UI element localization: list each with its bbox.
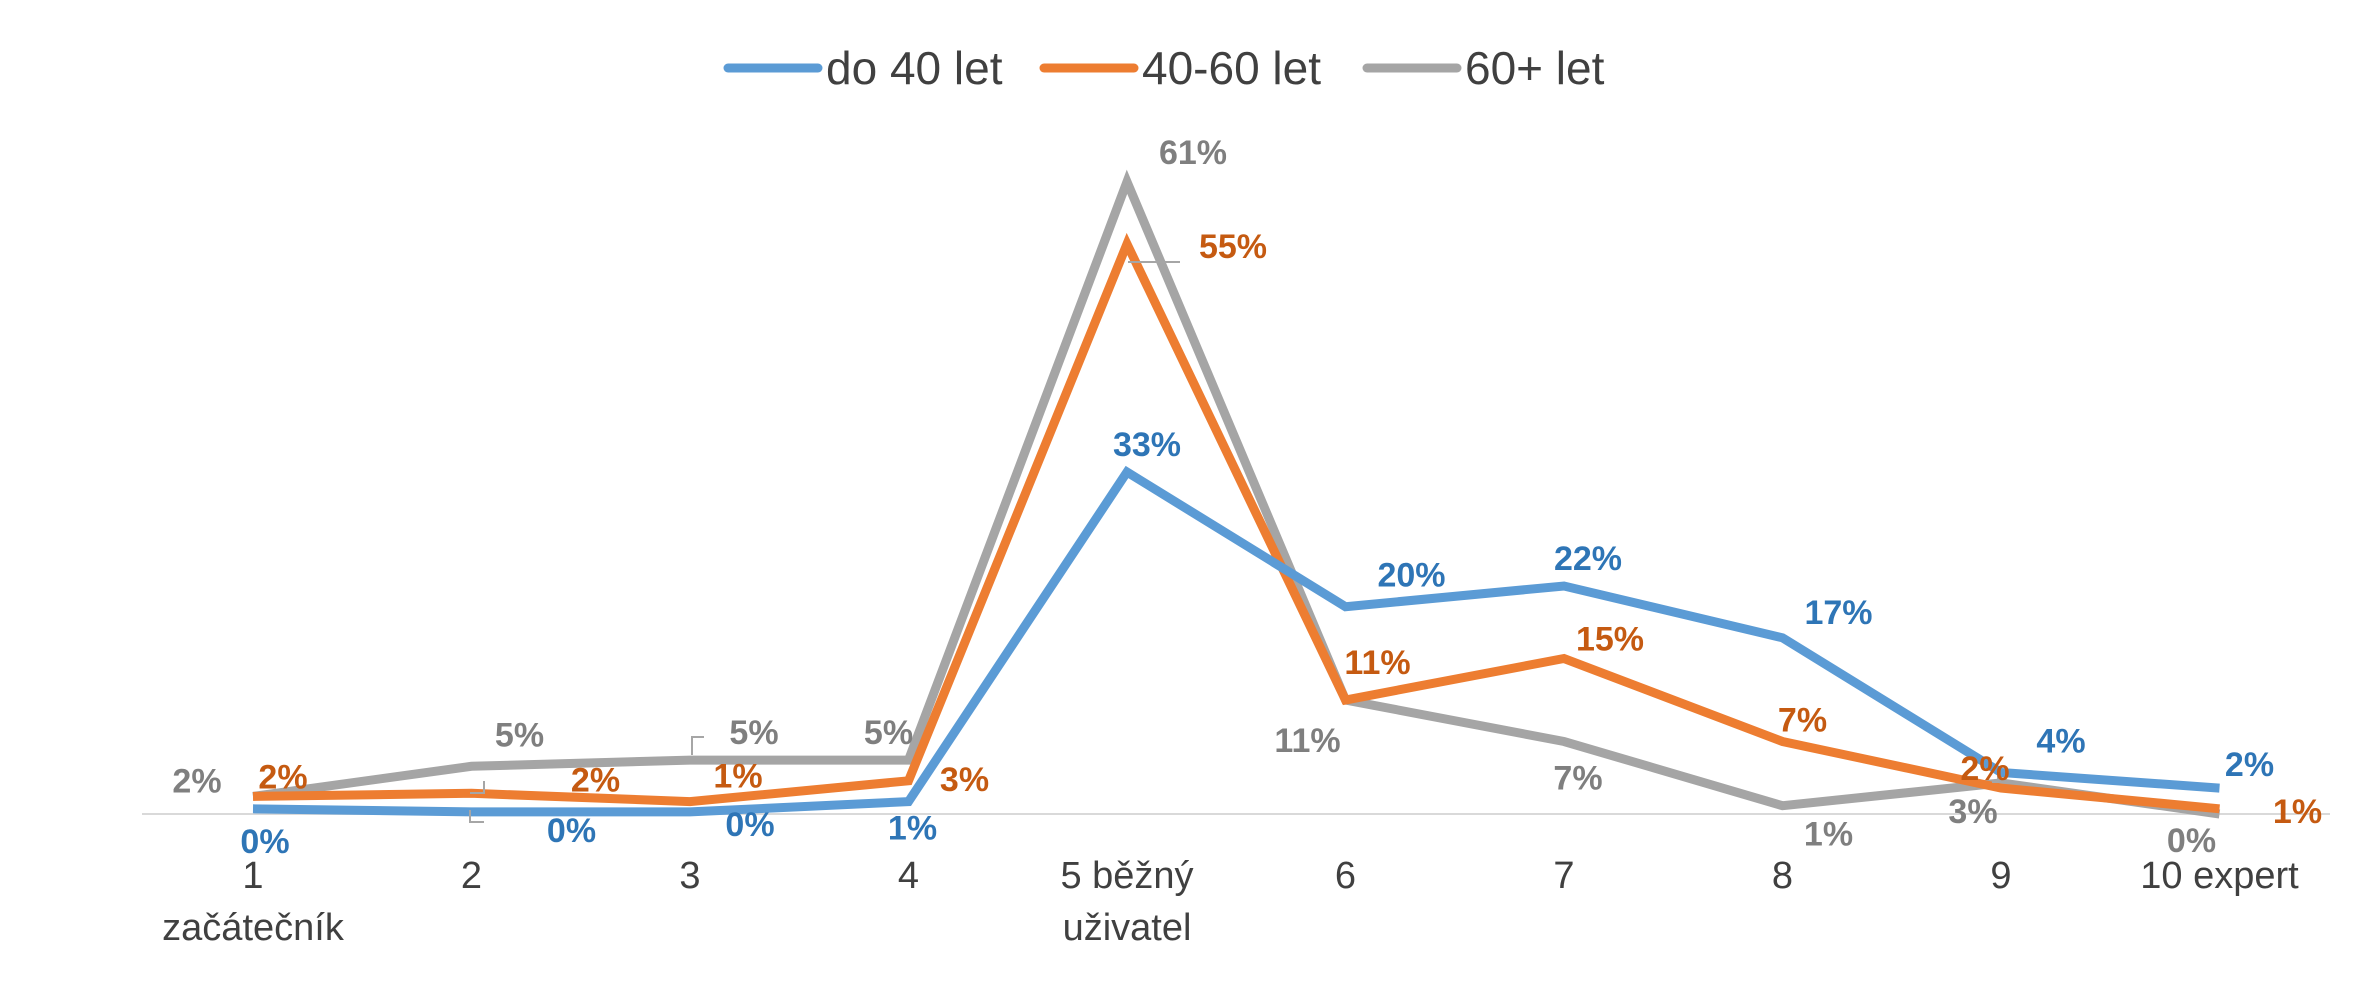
data-label: 0%: [2167, 822, 2216, 860]
data-label: 2%: [172, 762, 221, 800]
data-label: 4%: [2036, 723, 2085, 761]
x-tick-label: 10 expert: [2140, 855, 2299, 897]
x-tick-label: 2: [461, 855, 482, 897]
x-tick-label: 6: [1335, 855, 1356, 897]
data-label: 3%: [1948, 793, 1997, 831]
legend-item: 40-60 let: [1039, 42, 1321, 94]
data-label: 22%: [1554, 540, 1622, 578]
data-label: 2%: [2225, 746, 2274, 784]
x-tick-label-line: 10 expert: [2140, 855, 2299, 897]
legend-label: 40-60 let: [1142, 42, 1321, 94]
data-label: 0%: [725, 806, 774, 844]
x-tick-label-line: 8: [1772, 855, 1793, 897]
data-label: 5%: [495, 716, 544, 754]
data-label: 5%: [729, 714, 778, 752]
legend: do 40 let 40-60 let 60+ let: [723, 42, 1605, 94]
x-tick-label-line: 6: [1335, 855, 1356, 897]
x-tick-label: 7: [1553, 855, 1574, 897]
legend-item: do 40 let: [723, 42, 1003, 94]
data-label: 7%: [1778, 701, 1827, 739]
data-label: 1%: [888, 810, 937, 848]
data-label: 2%: [1960, 750, 2009, 788]
leader-line: [691, 736, 704, 755]
x-tick-label-line: 3: [679, 855, 700, 897]
data-label: 0%: [240, 823, 289, 861]
data-label: 2%: [571, 761, 620, 799]
x-tick-label-line: začátečník: [162, 907, 345, 949]
leader-line: [469, 810, 484, 823]
data-label: 11%: [1344, 644, 1410, 682]
data-labels: 0% 0% 0% 1%33%20% 22%17%4%2%2% 2% 1% 3%55%11%15…: [172, 134, 2322, 861]
data-label: 17%: [1804, 594, 1872, 632]
data-label: 11%: [1274, 722, 1340, 760]
leader-lines: [469, 261, 1999, 823]
data-label: 15%: [1576, 621, 1644, 659]
legend-label: 60+ let: [1465, 42, 1605, 94]
x-tick-label-line: uživatel: [1063, 907, 1192, 949]
x-tick-label-line: 7: [1553, 855, 1574, 897]
x-tick-label: 5 běžný uživatel: [1060, 855, 1193, 949]
data-label: 20%: [1377, 557, 1445, 595]
legend-item: 60+ let: [1362, 42, 1605, 94]
x-tick-label-line: 5 běžný: [1060, 855, 1193, 897]
x-axis-ticks: 1 začátečník 2 3 4 5 běžný uživatel 6 7 8 9 10 expe…: [162, 855, 2299, 949]
leader-line: [1992, 770, 1999, 783]
data-label: 55%: [1199, 228, 1267, 266]
data-label: 1%: [713, 758, 762, 796]
series-line-2: [252, 232, 2220, 814]
x-tick-label: 8: [1772, 855, 1793, 897]
leader-line: [470, 781, 485, 794]
series-line-3: [252, 169, 2221, 819]
x-tick-label-line: 2: [461, 855, 482, 897]
data-label: 5%: [864, 714, 913, 752]
data-label: 33%: [1113, 426, 1181, 464]
data-label: 2%: [258, 758, 307, 796]
data-label: 0%: [547, 812, 596, 850]
data-label: 7%: [1553, 759, 1602, 797]
x-tick-label: 4: [898, 855, 919, 897]
x-tick-label-line: 9: [1990, 855, 2011, 897]
series-line-1: [252, 465, 2220, 817]
x-tick-label: 3: [679, 855, 700, 897]
x-tick-label: 9: [1990, 855, 2011, 897]
x-tick-label: 1 začátečník: [162, 855, 345, 949]
data-label: 1%: [1804, 816, 1853, 854]
legend-label: do 40 let: [826, 42, 1003, 94]
data-label: 1%: [2273, 793, 2322, 831]
x-tick-label-line: 4: [898, 855, 919, 897]
data-label: 3%: [940, 761, 989, 799]
data-label: 61%: [1159, 134, 1227, 172]
series-lines: [252, 169, 2221, 819]
x-tick-label-line: 1: [242, 855, 263, 897]
